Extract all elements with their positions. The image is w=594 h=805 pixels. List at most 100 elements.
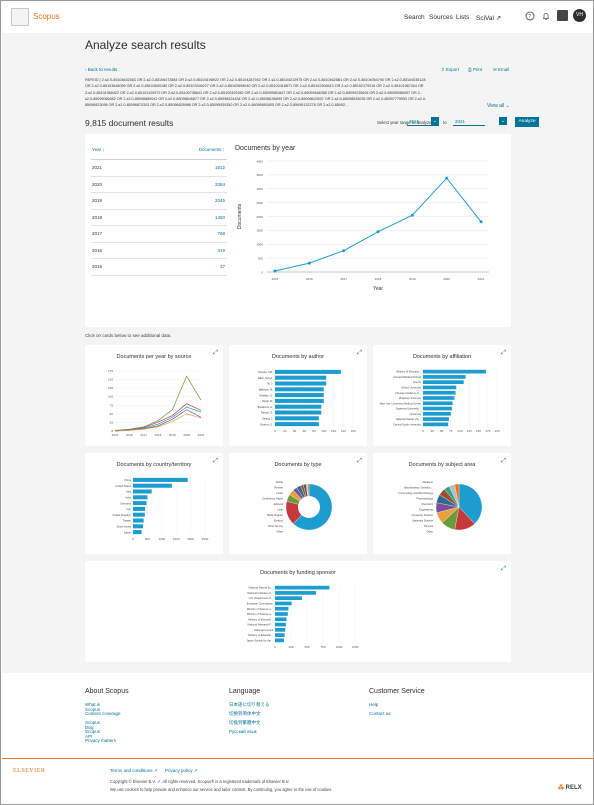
year-table-row[interactable]: 2016 319: [91, 243, 227, 259]
relx-logo[interactable]: ⁂ RELX: [558, 784, 582, 791]
documents-cell[interactable]: 3384: [214, 181, 225, 187]
year-cell: 2017: [92, 231, 103, 236]
expand-icon[interactable]: ⤢: [501, 350, 506, 356]
expand-icon[interactable]: ⤢: [357, 350, 362, 356]
bar: [275, 601, 292, 606]
bar: [423, 375, 466, 379]
documents-by-year-chart[interactable]: 0 500 1000 1500 2000 2500 3000 3500 4000 2015 2016…: [231, 158, 501, 298]
category-label: Basit, M.S.A.: [258, 376, 273, 380]
institution-icon[interactable]: [557, 10, 568, 21]
relx-label: RELX: [565, 785, 582, 791]
footer-link[interactable]: What is Scopus: [85, 702, 101, 712]
language-link-japanese[interactable]: 日本語に切り替える: [229, 702, 270, 707]
year-table-row[interactable]: 2017 768: [91, 226, 227, 243]
year-table-row[interactable]: 2015 37: [91, 259, 227, 276]
elsevier-logo[interactable]: ELSEVIER: [13, 768, 46, 774]
nav-lists[interactable]: Lists: [456, 14, 470, 21]
nav-search[interactable]: Search: [404, 14, 425, 21]
chevron-down-icon[interactable]: ⌄: [431, 117, 439, 125]
email-button[interactable]: ✉ Email: [493, 67, 510, 72]
export-button[interactable]: ⇪ Export: [441, 67, 460, 72]
documents-column-header[interactable]: Documents ↑: [198, 147, 225, 152]
privacy-link[interactable]: Privacy policy ↗: [165, 768, 198, 773]
print-button[interactable]: ⎙ Print: [468, 67, 483, 72]
back-to-results-link[interactable]: ‹ Back to results: [85, 67, 118, 72]
bar: [275, 393, 324, 398]
help-icon[interactable]: ?: [525, 11, 535, 21]
brand-name[interactable]: Scopus: [33, 12, 60, 21]
footer-divider: [2, 758, 593, 759]
x-tick-label: 2018: [155, 433, 162, 437]
card-documents-by-funding-sponsor[interactable]: Documents by funding sponsor ⤢ 0 250 500 750…: [85, 561, 511, 662]
year-table-row[interactable]: 2019 2045: [91, 193, 227, 210]
documents-cell[interactable]: 2045: [214, 198, 225, 203]
y-tick-label: 50: [110, 412, 114, 416]
elsevier-tree-logo[interactable]: [11, 8, 29, 26]
footer-link[interactable]: Help: [369, 702, 379, 707]
slice-label: Chemistry: [421, 502, 433, 506]
relx-mark-icon: ⁂: [558, 785, 564, 791]
x-tick-label: 750: [320, 645, 325, 649]
chevron-down-icon[interactable]: ⌄: [499, 117, 507, 125]
slice-label: Conference Paper: [262, 497, 283, 501]
nav-sources[interactable]: Sources: [429, 14, 453, 21]
documents-cell[interactable]: 37: [219, 264, 225, 269]
card-documents-per-year-by-source[interactable]: Documents per year by source ⤢ 0 25 50 75 100…: [85, 345, 223, 446]
bar: [423, 396, 455, 400]
footer-link[interactable]: Scopus blog: [85, 720, 101, 730]
view-all-link[interactable]: View all ⌄: [485, 103, 510, 109]
category-label: Ministry of Science a...: [247, 612, 273, 616]
terms-link[interactable]: Terms and conditions ↗: [110, 768, 158, 773]
avatar[interactable]: VH: [573, 9, 586, 22]
nav-scival[interactable]: SciVal ↗: [476, 15, 502, 22]
bar: [423, 369, 486, 374]
card-documents-by-subject-area[interactable]: Documents by subject area ⤢ Medicine Bioch…: [373, 453, 511, 554]
slice-label: Immunology and Microbiology: [399, 491, 434, 495]
category-label: India: [125, 495, 131, 499]
analyze-button[interactable]: Analyze: [515, 117, 539, 127]
year-from-select[interactable]: 2015: [407, 117, 439, 126]
language-link-traditional-chinese[interactable]: 切換到繁體中文: [229, 720, 261, 725]
footer-link[interactable]: Scopus API: [85, 729, 101, 739]
expand-icon[interactable]: ⤢: [501, 458, 506, 464]
x-tick-label: 0: [274, 429, 276, 433]
documents-cell[interactable]: 1450: [214, 214, 225, 220]
expand-icon[interactable]: ⤢: [213, 458, 218, 464]
year-column-header[interactable]: Year ↓: [92, 147, 105, 152]
card-documents-by-type[interactable]: Documents by type ⤢ Article Review Letter Co…: [229, 453, 367, 554]
card-documents-by-country[interactable]: Documents by country/territory ⤢ 0 500 1000…: [85, 453, 223, 554]
category-label: University: [410, 412, 422, 416]
year-table-header: Year ↓ Documents ↑: [91, 146, 227, 160]
category-label: Central South University: [393, 422, 422, 426]
expand-icon[interactable]: ⤢: [501, 566, 506, 572]
y-tick-label: 1500: [256, 229, 263, 233]
bar: [133, 483, 172, 488]
slice-label: Short Survey: [268, 524, 284, 528]
x-tick-label: 2020: [443, 277, 450, 281]
documents-cell[interactable]: 319: [217, 247, 225, 253]
year-to-select[interactable]: 2021: [453, 117, 485, 126]
footer-link[interactable]: Privacy matters: [85, 738, 117, 743]
expand-icon[interactable]: ⤢: [213, 350, 218, 356]
bar: [133, 518, 144, 523]
year-table-row[interactable]: 2021 1812: [91, 160, 227, 177]
footer-link[interactable]: Contact us: [369, 711, 391, 716]
year-table-row[interactable]: 2020 3384: [91, 177, 227, 193]
footer-link[interactable]: Content coverage: [85, 711, 121, 716]
bar: [423, 380, 464, 385]
language-link-russian[interactable]: Русский язык: [229, 729, 257, 734]
documents-cell[interactable]: 768: [217, 231, 225, 236]
cookies-notice: We use cookies to help provide and enhan…: [110, 787, 333, 792]
expand-icon[interactable]: ⤢: [357, 458, 362, 464]
year-table-row[interactable]: 2018 1450: [91, 210, 227, 226]
card-documents-by-author[interactable]: Documents by author ⤢ 0 20 40 60 80 100 120 140 1…: [229, 345, 367, 446]
card-documents-by-affiliation[interactable]: Documents by affiliation ⤢ 0 25 50 75 100 125 1…: [373, 345, 511, 446]
query-line: 85096923098 OR 2-s2.0-85096870303 OR 2-s…: [85, 103, 349, 108]
category-label: Harvard Medical School: [393, 375, 421, 379]
language-link-simplified-chinese[interactable]: 切换到简体中文: [229, 711, 261, 716]
category-label: Italy: [126, 490, 131, 494]
documents-cell[interactable]: 1812: [214, 165, 225, 170]
category-label: Sapienza Universita...: [396, 407, 422, 411]
x-tick-label: 75: [449, 429, 453, 433]
bell-icon[interactable]: [541, 11, 551, 21]
